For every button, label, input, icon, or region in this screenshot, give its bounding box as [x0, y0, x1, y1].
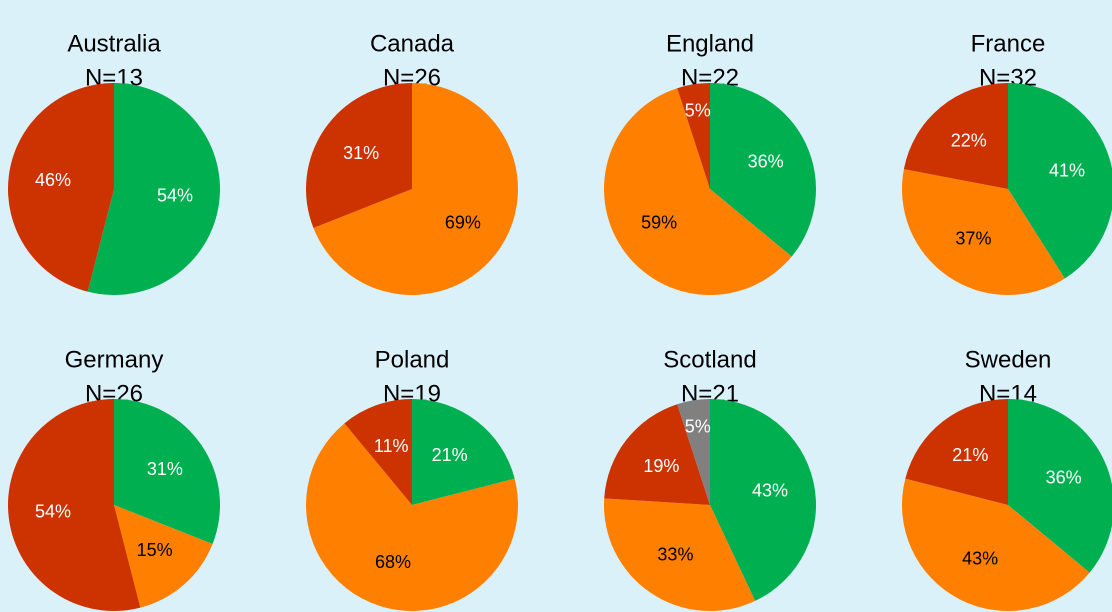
- slice-label: 33%: [657, 545, 693, 565]
- slice-label: 36%: [748, 152, 784, 172]
- slice-label: 11%: [374, 436, 409, 456]
- pie-slice: [306, 83, 412, 229]
- pie-slice: [114, 399, 220, 545]
- slice-label: 19%: [643, 456, 679, 476]
- pie-slice: [344, 399, 412, 505]
- pie-slice: [901, 478, 1090, 611]
- pie-slice: [677, 83, 710, 189]
- slice-label: 21%: [952, 445, 988, 465]
- slice-label: 68%: [375, 552, 411, 572]
- pie-title: Scotland: [663, 346, 756, 373]
- pie-slice: [7, 399, 141, 611]
- pie-title: Poland: [375, 346, 450, 373]
- slice-label: 54%: [35, 501, 71, 521]
- slice-label: 43%: [752, 480, 788, 500]
- pie-slice: [306, 423, 518, 611]
- pie-slice: [903, 83, 1008, 189]
- slice-label: 54%: [157, 185, 193, 205]
- pie-title: Sweden: [965, 346, 1052, 373]
- slice-label: 31%: [343, 143, 379, 163]
- pie-slice: [604, 88, 792, 295]
- pie-slice: [114, 505, 213, 608]
- slice-label: 69%: [445, 212, 481, 232]
- pie-slice: [87, 83, 220, 296]
- slice-label: 5%: [685, 100, 711, 120]
- slice-label: 21%: [432, 445, 468, 465]
- slice-label: 31%: [147, 459, 183, 479]
- slice-label: 22%: [951, 130, 987, 150]
- slice-label: 41%: [1049, 161, 1085, 181]
- pie-title: Germany: [65, 346, 164, 373]
- slice-label: 59%: [641, 212, 677, 232]
- pie-slice: [313, 83, 518, 295]
- pie-slice: [677, 399, 710, 505]
- pie-slice: [604, 404, 710, 505]
- pie-slice: [710, 399, 817, 601]
- pie-slice: [412, 399, 515, 505]
- pie-slice: [710, 83, 817, 257]
- pie-title: Australia: [67, 30, 161, 57]
- pie-slice: [1008, 83, 1112, 279]
- slice-label: 36%: [1046, 468, 1082, 488]
- slice-label: 43%: [962, 549, 998, 569]
- slice-label: 15%: [137, 540, 173, 560]
- slice-label: 5%: [685, 416, 711, 436]
- slice-label: 46%: [35, 170, 71, 190]
- pie-slice: [604, 498, 756, 611]
- pie-title: Canada: [370, 30, 455, 57]
- slice-label: 37%: [955, 229, 991, 249]
- pie-slice: [902, 169, 1065, 295]
- pie-slice: [7, 83, 114, 292]
- pie-title: England: [666, 30, 754, 57]
- pie-slice: [1008, 399, 1112, 573]
- pie-title: France: [971, 30, 1046, 57]
- pie-slice: [905, 399, 1008, 505]
